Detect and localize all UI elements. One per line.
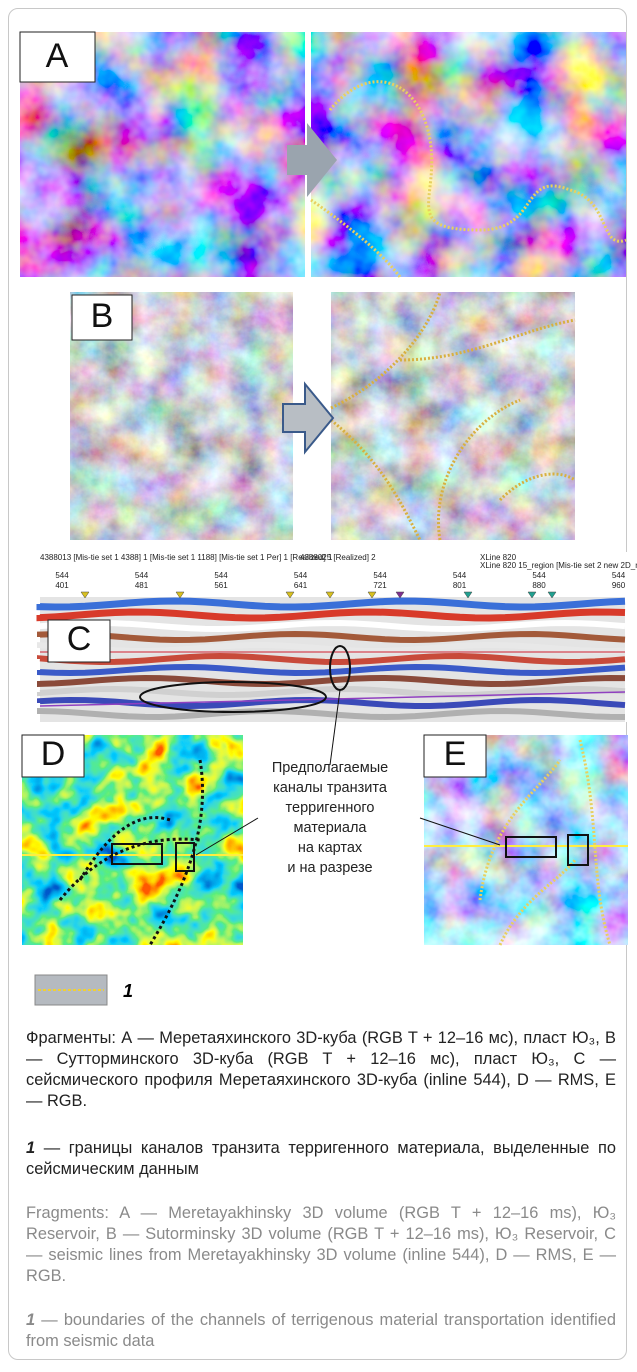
annotation-line: Предполагаемые bbox=[272, 760, 388, 776]
annotation-line: на картах bbox=[298, 840, 363, 856]
xline-label: 721 bbox=[373, 581, 387, 590]
page: Figure body { margin: 0; width: 637px; h… bbox=[0, 0, 637, 1372]
panel-label: C bbox=[67, 620, 92, 658]
xline-label: 960 bbox=[612, 581, 626, 590]
panel-label: D bbox=[41, 735, 66, 773]
annotation-line: материала bbox=[293, 820, 367, 836]
legend-label: 1 bbox=[123, 981, 133, 1001]
image-b-right bbox=[331, 292, 575, 540]
seismic-section: 4388013 [Mis-tie set 1 4388] 1 [Mis-tie … bbox=[22, 552, 637, 722]
caption-en: Fragments: A — Meretayakhinsky 3D volume… bbox=[26, 1203, 616, 1287]
annotation: Предполагаемые каналы транзита терригенног… bbox=[272, 760, 388, 876]
note-text: — границы каналов транзита терригенного … bbox=[26, 1139, 616, 1178]
inline-label: 544 bbox=[294, 571, 308, 580]
inline-label: 544 bbox=[214, 571, 228, 580]
inline-label: 544 bbox=[453, 571, 467, 580]
header-text: 4388013 [Mis-tie set 1 4388] 1 [Mis-tie … bbox=[40, 553, 333, 562]
header-text: 4388025 [Realized] 2 bbox=[300, 553, 376, 562]
xline-label: 481 bbox=[135, 581, 149, 590]
inline-label: 544 bbox=[612, 571, 626, 580]
inline-label: 544 bbox=[532, 571, 546, 580]
caption-ru-note: 1 — границы каналов транзита терригенног… bbox=[26, 1138, 616, 1180]
inline-label: 544 bbox=[373, 571, 387, 580]
header-text: XLine 820 15_region [Mis-tie set 2 new 2… bbox=[480, 561, 637, 570]
xline-label: 401 bbox=[55, 581, 69, 590]
inline-label: 544 bbox=[55, 571, 69, 580]
panel-label: A bbox=[46, 37, 69, 75]
caption-en-note: 1 — boundaries of the channels of terrig… bbox=[26, 1310, 616, 1352]
body: {"panels": {"a": {"label": "A"}, "b": {"… bbox=[0, 0, 637, 1372]
image-a-right bbox=[311, 32, 626, 277]
caption-ru: Фрагменты: А — Меретаяхинского 3D-куба (… bbox=[26, 1028, 616, 1112]
xline-label: 561 bbox=[214, 581, 228, 590]
inline-label: 544 bbox=[135, 571, 149, 580]
panel-label: B bbox=[91, 297, 114, 335]
xline-label: 801 bbox=[453, 581, 467, 590]
panel-label: E bbox=[444, 735, 467, 773]
note-text: — boundaries of the channels of terrigen… bbox=[26, 1311, 616, 1350]
annotation-line: терригенного bbox=[286, 800, 375, 816]
annotation-line: и на разрезе bbox=[287, 860, 372, 876]
note-number: 1 bbox=[26, 1139, 35, 1157]
note-number: 1 bbox=[26, 1311, 35, 1329]
annotation-line: каналы транзита bbox=[273, 780, 388, 796]
xline-label: 641 bbox=[294, 581, 308, 590]
xline-label: 880 bbox=[532, 581, 546, 590]
